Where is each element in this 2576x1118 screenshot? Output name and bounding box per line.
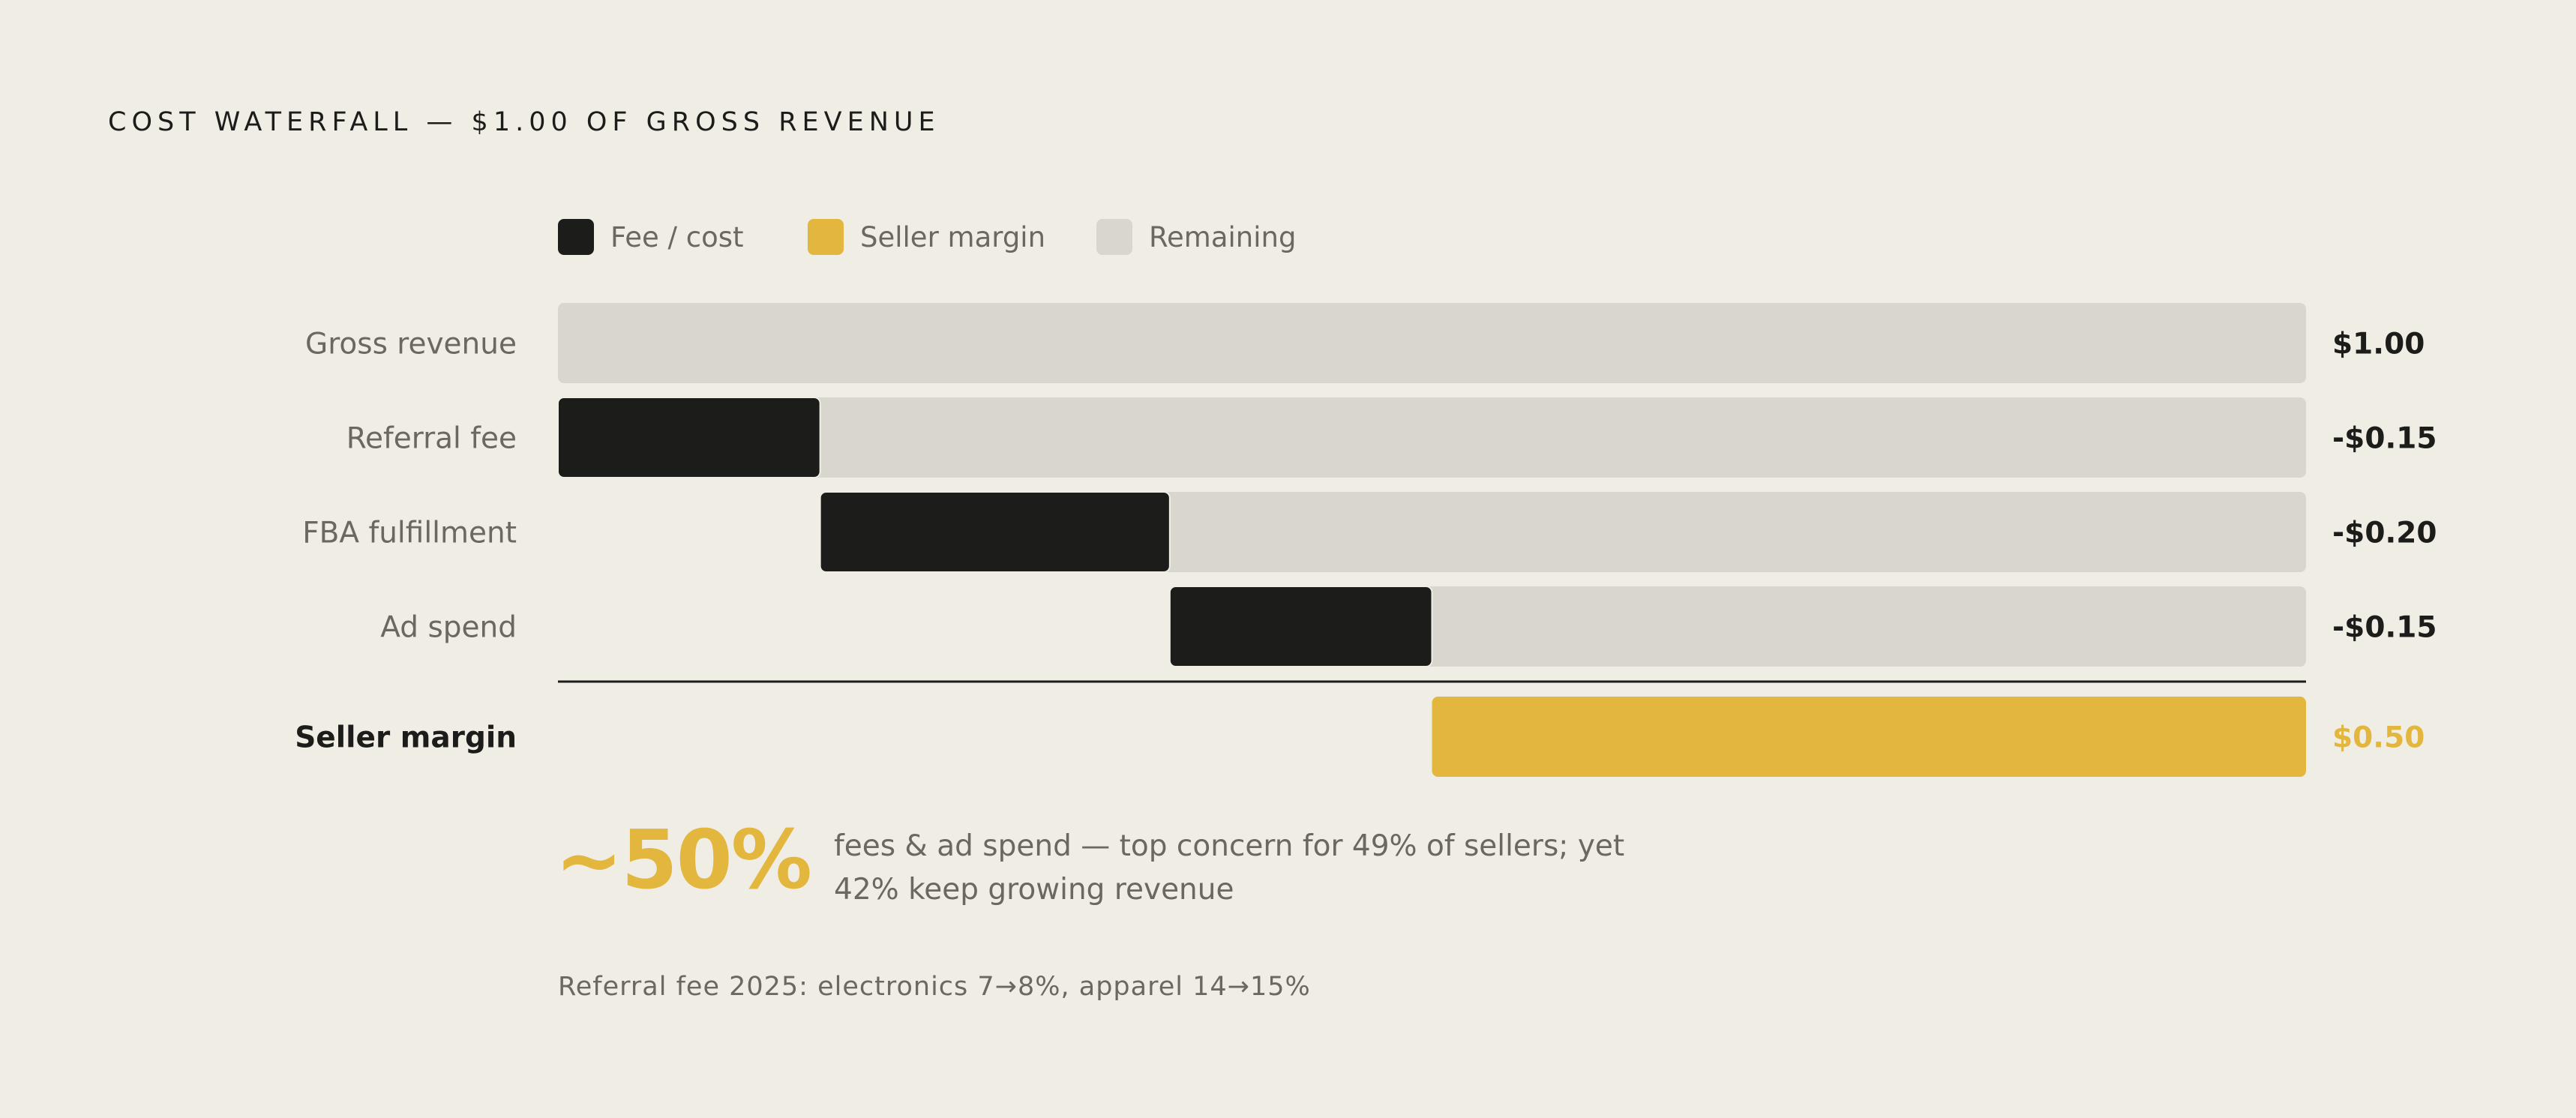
row-label-ad-spend: Ad spend [380,611,517,645]
bar-seller-margin [1432,697,2306,777]
bar-cost-fba-fulfillment [819,491,1171,573]
bar-remaining-referral-fee [558,397,2306,478]
row-label-fba-fulfillment: FBA fulfillment [302,517,517,550]
value-label-fba-fulfillment: -$0.20 [2332,517,2437,550]
footnote: Referral fee 2025: electronics 7→8%, app… [558,972,1311,1002]
legend-swatch-fee-cost [558,219,594,255]
value-label-gross-revenue: $1.00 [2332,328,2425,361]
bar-remaining-gross-revenue [558,303,2306,383]
chart-title: COST WATERFALL — $1.00 OF GROSS REVENUE [108,107,940,137]
value-label-ad-spend: -$0.15 [2332,611,2437,645]
callout-text: fees & ad spend — top concern for 49% of… [834,829,1625,907]
row-label-seller-margin: Seller margin [295,721,517,755]
legend-label-fee-cost: Fee / cost [610,221,744,253]
bar-remaining-fba-fulfillment [820,492,2306,572]
row-label-referral-fee: Referral fee [346,422,517,456]
value-label-referral-fee: -$0.15 [2332,422,2437,456]
legend-swatch-seller-margin [808,219,844,255]
legend-label-remaining: Remaining [1149,221,1297,253]
bar-cost-ad-spend [1168,586,1433,667]
legend-label-seller-margin: Seller margin [860,221,1046,253]
bar-cost-referral-fee [557,397,821,478]
callout-stat: ~50% [555,814,812,907]
bar-remaining-ad-spend [1169,586,2306,667]
legend-swatch-remaining [1096,219,1132,255]
row-label-gross-revenue: Gross revenue [305,328,517,361]
value-label-seller-margin: $0.50 [2332,721,2425,755]
